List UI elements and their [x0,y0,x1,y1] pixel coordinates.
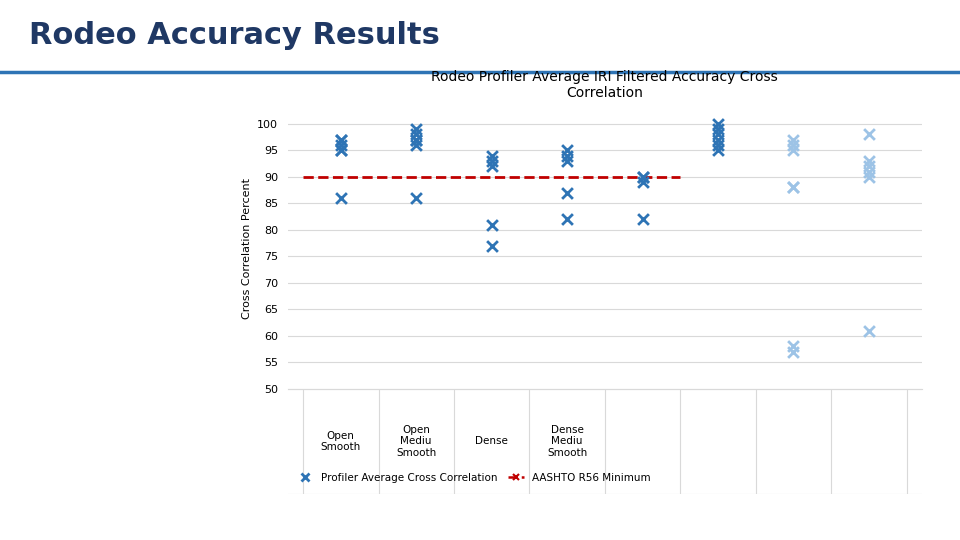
Point [560,215,575,224]
Point [333,141,348,150]
Point [560,157,575,165]
Point [484,151,499,160]
Point [333,136,348,144]
Text: Dense: Dense [475,436,508,447]
Point [409,194,424,202]
Point [861,173,876,181]
Point [333,136,348,144]
Title: Rodeo Profiler Average IRI Filtered Accuracy Cross
Correlation: Rodeo Profiler Average IRI Filtered Accu… [431,70,779,100]
Point [785,347,801,356]
Legend: Profiler Average Cross Correlation, AASHTO R56 Minimum: Profiler Average Cross Correlation, AASH… [293,469,655,487]
Point [785,183,801,192]
Point [560,151,575,160]
Y-axis label: Cross Correlation Percent: Cross Correlation Percent [242,178,252,319]
Point [409,136,424,144]
Point [484,220,499,229]
Point [409,125,424,133]
Point [484,157,499,165]
Point [635,173,650,181]
Point [635,173,650,181]
Text: Rodeo Accuracy Results: Rodeo Accuracy Results [29,21,440,50]
Point [710,119,726,128]
Point [333,146,348,154]
Point [861,326,876,335]
Point [785,146,801,154]
Point [484,241,499,250]
Point [785,342,801,351]
Point [785,183,801,192]
Text: Open
Mediu
Smooth: Open Mediu Smooth [396,425,437,458]
Text: Florida Department of Transportation: Florida Department of Transportation [154,511,418,525]
Point [409,141,424,150]
Point [560,146,575,154]
Point [484,162,499,171]
Point [635,178,650,186]
Text: Open
Smooth: Open Smooth [321,431,361,452]
Point [861,157,876,165]
Point [861,167,876,176]
Point [560,188,575,197]
Point [409,130,424,139]
Point [785,136,801,144]
Point [861,130,876,139]
Point [710,125,726,133]
Point [785,141,801,150]
Point [710,146,726,154]
Point [333,194,348,202]
Point [861,162,876,171]
Point [635,215,650,224]
Point [710,130,726,139]
Point [710,136,726,144]
Point [409,136,424,144]
Text: Dense
Mediu
Smooth: Dense Mediu Smooth [547,425,588,458]
Point [710,141,726,150]
Point [333,146,348,154]
